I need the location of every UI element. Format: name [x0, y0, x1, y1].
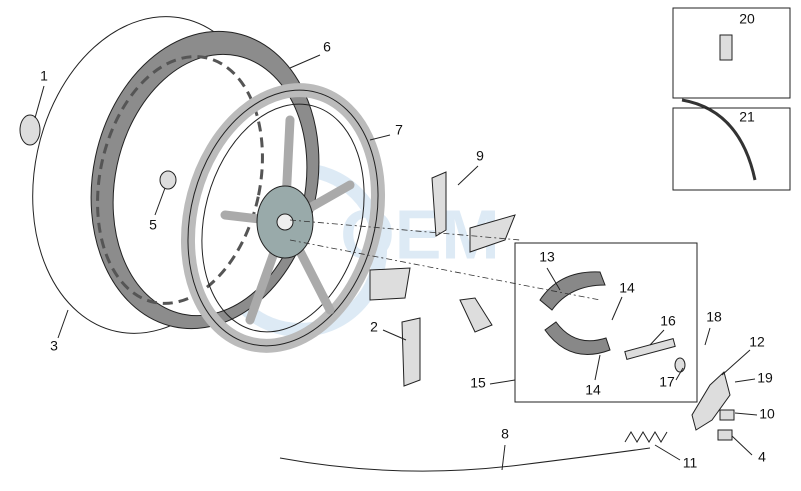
box-frames [672, 7, 791, 191]
callout: 19 [757, 370, 773, 386]
callout: 6 [323, 39, 331, 55]
callout: 1 [40, 68, 48, 84]
callout: 5 [149, 217, 157, 233]
leaders [34, 54, 758, 471]
callouts: 1 6 7 9 5 3 2 13 14 16 18 12 19 17 15 14… [40, 11, 775, 471]
callout: 11 [683, 455, 698, 471]
rim [180, 83, 386, 353]
callout: 3 [50, 338, 58, 354]
centerlines [289, 219, 601, 301]
callout: 21 [739, 109, 755, 125]
callout: 9 [476, 148, 484, 164]
callout: 16 [660, 313, 676, 329]
callout: 18 [706, 309, 722, 325]
brake-shoes [514, 242, 698, 403]
callout: 20 [739, 11, 755, 27]
cable [279, 447, 651, 472]
callout: 14 [619, 280, 635, 296]
callout: 13 [539, 249, 555, 265]
callout: 8 [501, 426, 509, 442]
callout: 12 [749, 334, 765, 350]
callout: 15 [470, 375, 486, 391]
callout: 10 [759, 406, 775, 422]
callout: 7 [395, 122, 403, 138]
callout: 14 [585, 382, 601, 398]
callout: 17 [659, 374, 675, 390]
callout: 4 [758, 449, 766, 465]
hose [681, 98, 757, 181]
spring [624, 431, 668, 443]
small-parts [19, 34, 735, 441]
callout: 2 [370, 319, 378, 335]
